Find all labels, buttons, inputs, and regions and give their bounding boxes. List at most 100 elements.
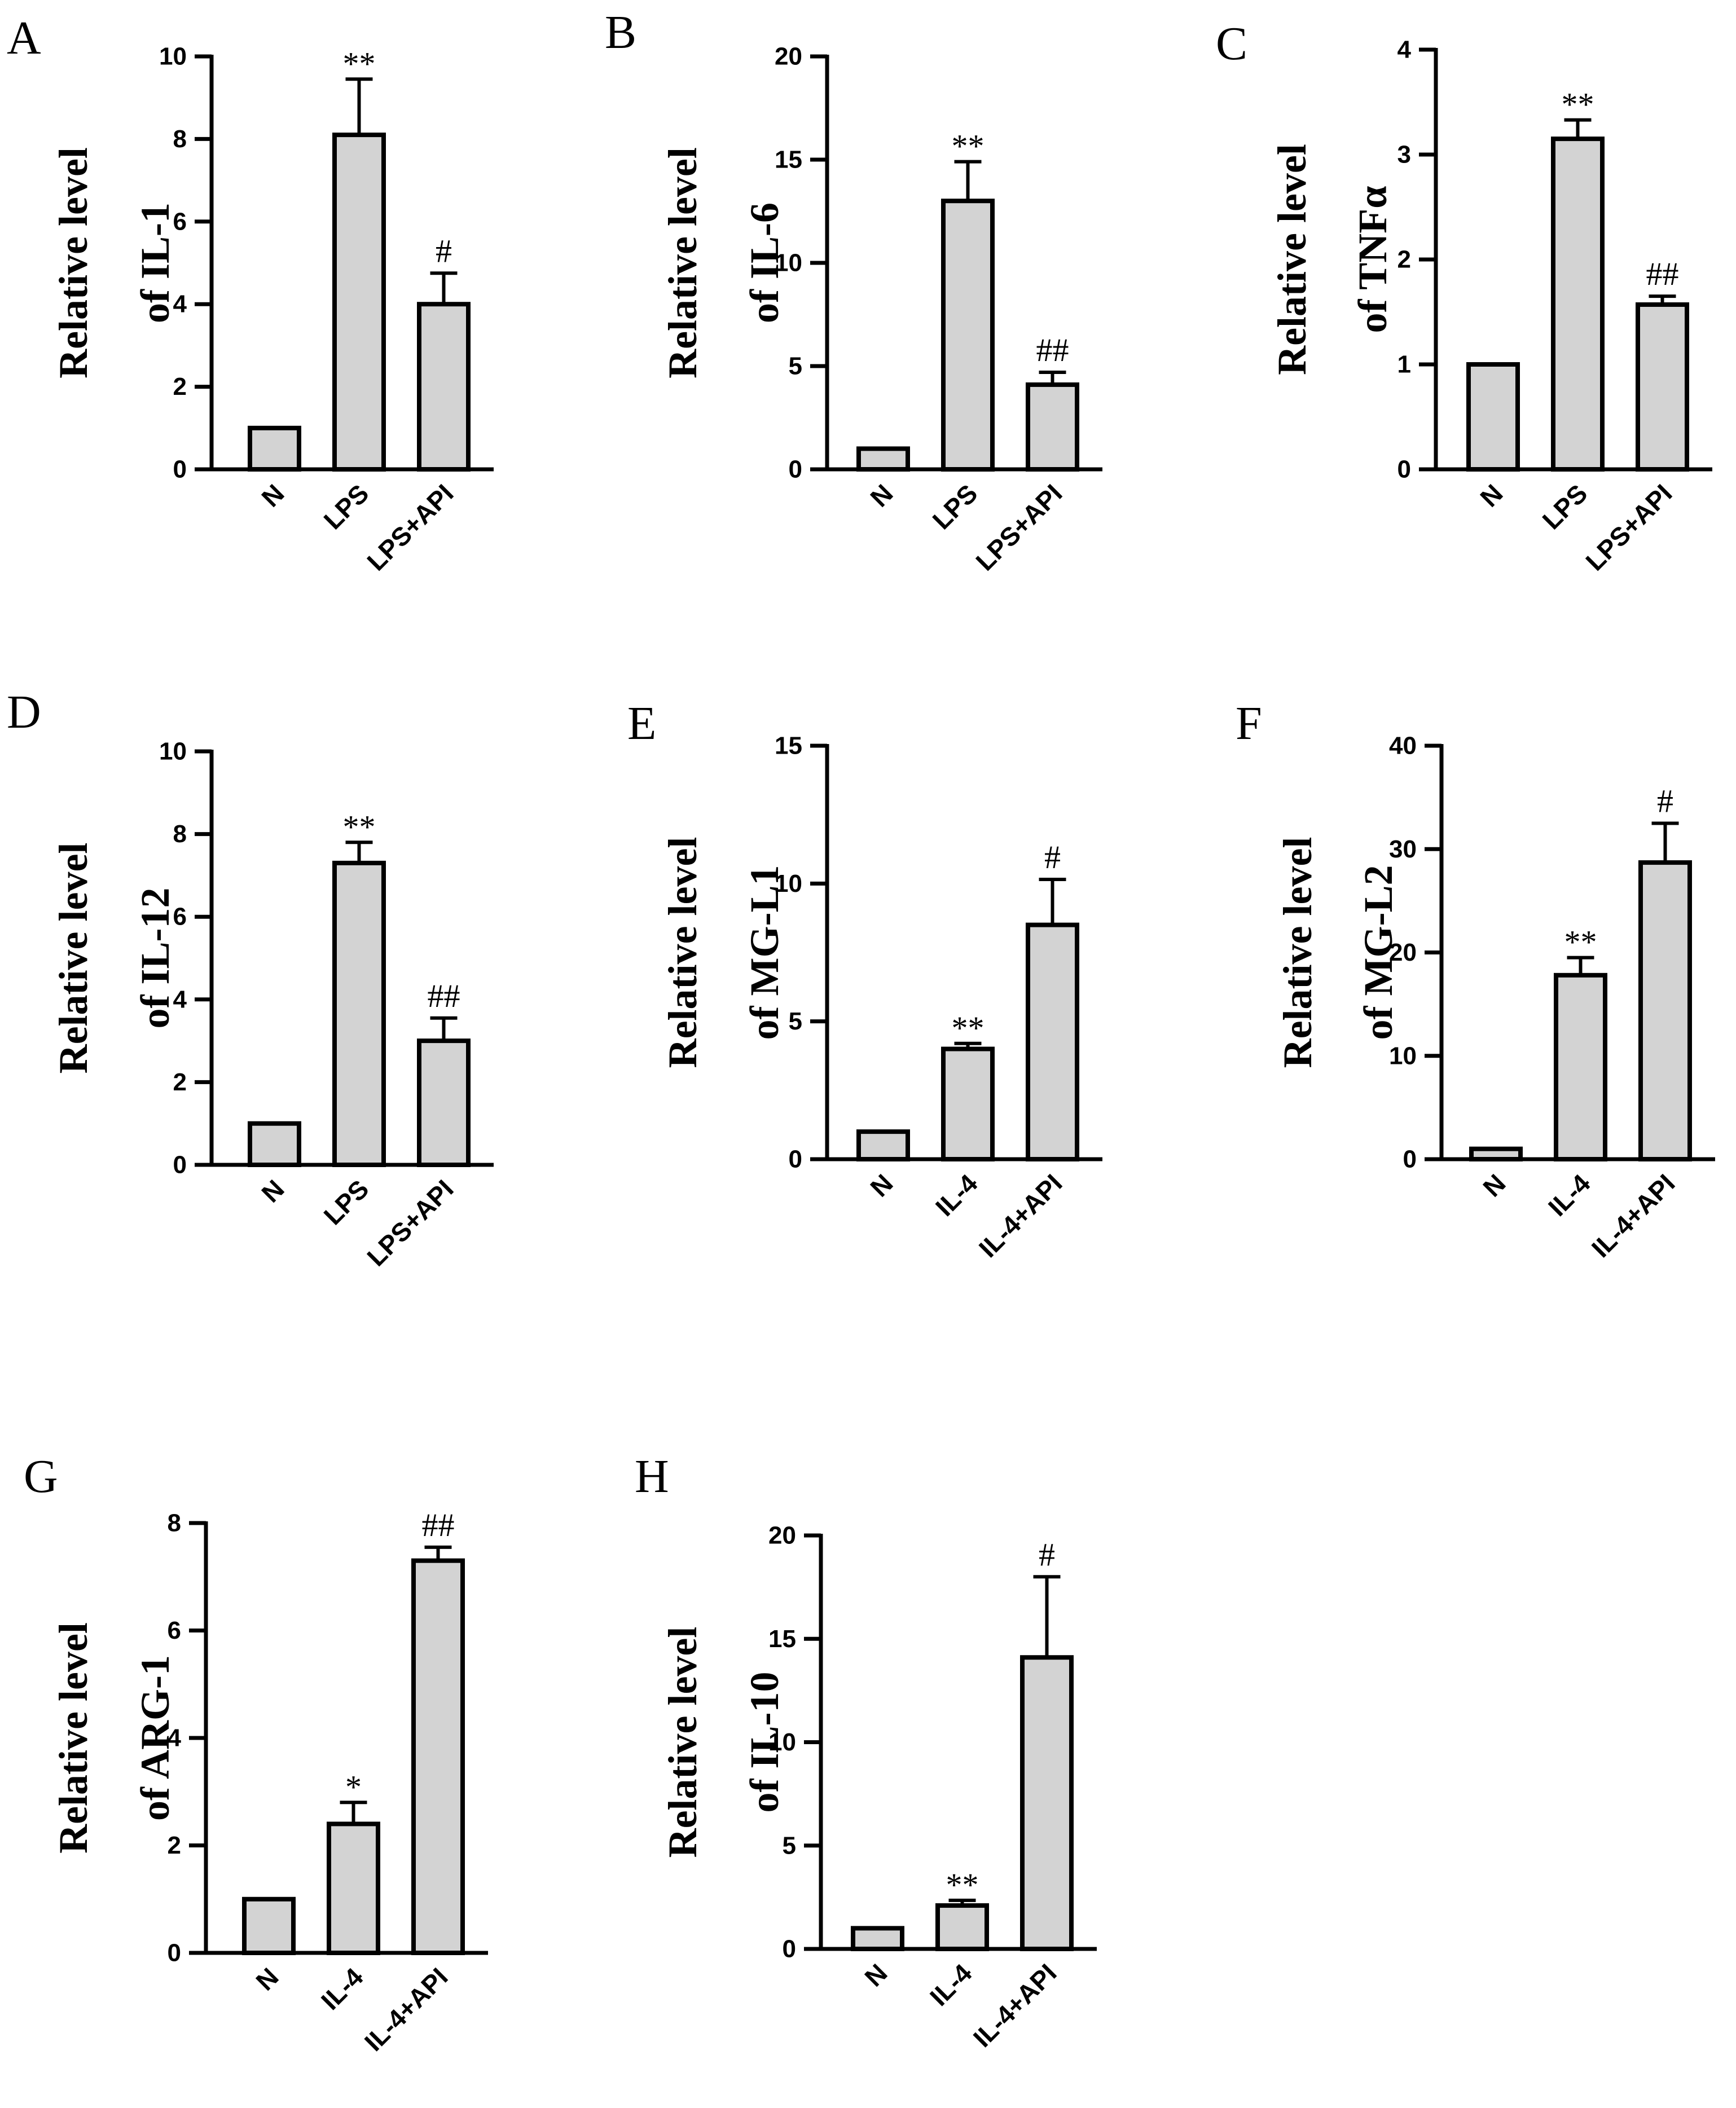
category-label-b-1: N (864, 478, 898, 512)
significance-label-f-3: # (1657, 782, 1673, 819)
y-tick-label-g: 6 (168, 1617, 181, 1644)
category-label-a-3: LPS+API (361, 478, 459, 576)
bar-h-3 (1020, 1655, 1074, 1952)
category-label-e-2: IL-4 (930, 1168, 983, 1222)
y-tick-label-c: 4 (1397, 36, 1412, 64)
significance-label-c-3: ## (1646, 256, 1679, 292)
category-label-c-3: LPS+API (1580, 478, 1677, 576)
panel-a: A Relative level of IL-1 0 2 4 6 8 10 N ** LPS # LPS+… (7, 12, 494, 576)
y-tick-label-g: 4 (168, 1724, 182, 1752)
category-label-f-2: IL-4 (1542, 1168, 1596, 1222)
category-label-a-2: LPS (318, 478, 375, 535)
bar-c-2 (1551, 137, 1605, 472)
y-tick-label-a: 6 (173, 208, 187, 235)
y-axis-label-a-1: Relative level (51, 147, 96, 379)
bar-h-1 (851, 1926, 904, 1952)
panel-letter-d: D (7, 686, 41, 738)
y-tick-label-d: 8 (173, 820, 187, 848)
category-label-a-1: N (256, 478, 289, 512)
panel-letter-e: E (627, 697, 656, 750)
significance-label-b-2: ** (952, 128, 985, 165)
panel-h: H Relative level of IL-10 0 5 10 15 20 N ** IL-4 # I… (635, 1450, 1097, 2053)
category-label-h-1: N (859, 1958, 893, 1992)
y-tick-label-e: 10 (775, 870, 802, 897)
y-tick-label-e: 0 (789, 1146, 802, 1173)
panel-letter-a: A (7, 12, 41, 64)
significance-label-c-2: ** (1562, 86, 1594, 123)
bar-g-2 (327, 1821, 380, 1955)
y-axis-label-b-2: of IL-6 (742, 203, 787, 323)
y-tick-label-d: 2 (173, 1068, 187, 1096)
y-axis-label-e-1: Relative level (660, 837, 705, 1068)
y-tick-label-h: 0 (783, 1935, 796, 1963)
y-tick-label-c: 3 (1397, 141, 1411, 169)
y-tick-label-b: 5 (789, 353, 802, 380)
bar-d-1 (248, 1121, 301, 1167)
y-axis-label-g-2: of ARG-1 (133, 1655, 178, 1821)
significance-label-d-3: ## (428, 978, 460, 1014)
panel-e: E Relative level of MG-L1 0 5 10 15 N ** IL-4 # IL-… (627, 697, 1102, 1263)
bar-e-1 (856, 1129, 910, 1161)
panel-letter-h: H (635, 1450, 669, 1503)
y-tick-label-h: 20 (768, 1522, 796, 1550)
category-label-g-1: N (250, 1962, 284, 1996)
y-tick-label-g: 0 (168, 1939, 181, 1967)
category-label-d-3: LPS+API (361, 1174, 459, 1271)
y-axis-label-h-2: of IL-10 (742, 1672, 787, 1813)
y-tick-label-f: 0 (1403, 1146, 1417, 1173)
y-tick-label-h: 5 (783, 1832, 796, 1859)
bar-g-3 (411, 1558, 465, 1956)
y-axis-label-d-1: Relative level (51, 843, 96, 1074)
y-axis-label-e-2: of MG-L1 (742, 865, 787, 1040)
category-label-h-3: IL-4+API (968, 1958, 1062, 2053)
y-tick-label-a: 10 (159, 43, 187, 71)
panel-c: C Relative level of TNFα 0 1 2 3 4 N ** LPS ## LPS+A… (1216, 17, 1712, 576)
bar-e-2 (941, 1046, 995, 1161)
panel-f: F Relative level of MG-L2 0 10 20 30 40 N ** IL-4 #… (1236, 697, 1715, 1263)
bar-c-3 (1636, 302, 1689, 472)
panel-letter-f: F (1236, 697, 1262, 750)
y-tick-label-g: 8 (168, 1510, 181, 1537)
significance-label-a-2: ** (343, 45, 376, 82)
bar-a-2 (332, 133, 386, 472)
panel-letter-g: G (24, 1450, 58, 1503)
category-label-c-2: LPS (1537, 478, 1593, 535)
significance-label-d-2: ** (343, 808, 376, 845)
category-label-f-1: N (1477, 1168, 1511, 1202)
y-tick-label-a: 4 (173, 291, 187, 318)
bar-f-3 (1638, 860, 1692, 1161)
category-label-f-3: IL-4+API (1586, 1168, 1681, 1263)
y-axis-label-a-2: of IL-1 (133, 203, 178, 323)
y-tick-label-a: 0 (173, 456, 187, 483)
y-axis-label-c-1: Relative level (1269, 144, 1315, 375)
bar-c-1 (1466, 362, 1520, 472)
y-tick-label-f: 40 (1389, 732, 1417, 760)
significance-label-h-3: # (1039, 1536, 1055, 1573)
panel-g: G Relative level of ARG-1 0 2 4 6 8 N * IL-4 ## IL-4… (24, 1450, 488, 2057)
y-axis-label-d-2: of IL-12 (133, 888, 178, 1029)
y-tick-label-g: 2 (168, 1832, 181, 1859)
y-tick-label-e: 5 (789, 1007, 802, 1035)
category-label-g-3: IL-4+API (359, 1962, 454, 2057)
y-tick-label-d: 6 (173, 903, 187, 931)
panel-b: B Relative level of IL-6 0 5 10 15 20 N ** LPS ## LP… (605, 6, 1102, 576)
y-tick-label-d: 10 (159, 738, 187, 765)
y-tick-label-f: 10 (1389, 1042, 1417, 1070)
category-label-d-1: N (256, 1174, 289, 1208)
y-axis-label-b-1: Relative level (660, 147, 705, 379)
y-axis-label-f-1: Relative level (1275, 837, 1320, 1068)
bar-b-1 (856, 446, 910, 472)
bar-f-1 (1469, 1146, 1523, 1162)
bar-a-3 (417, 302, 471, 472)
category-label-c-1: N (1474, 478, 1508, 512)
y-tick-label-b: 20 (775, 43, 802, 71)
y-tick-label-h: 10 (768, 1728, 796, 1756)
bar-f-2 (1554, 972, 1607, 1161)
y-tick-label-c: 0 (1397, 456, 1411, 483)
significance-label-g-2: * (345, 1768, 362, 1805)
category-label-b-2: LPS (927, 478, 983, 535)
y-tick-label-b: 10 (775, 249, 802, 277)
significance-label-e-2: ** (952, 1010, 985, 1046)
y-tick-label-f: 30 (1389, 835, 1417, 863)
y-tick-label-f: 20 (1389, 939, 1417, 966)
